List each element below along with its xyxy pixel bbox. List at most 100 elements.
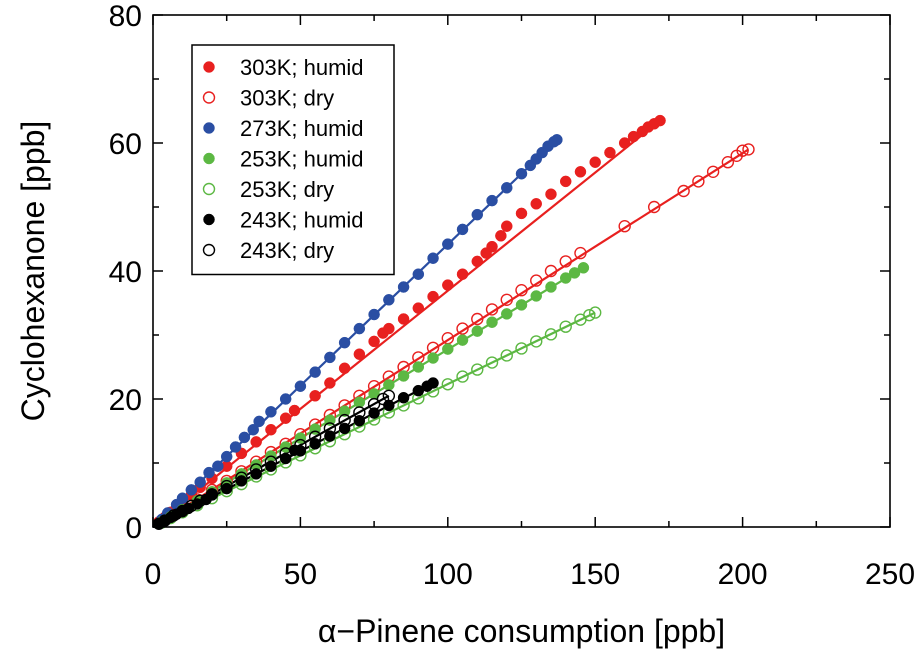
data-point [574,246,587,260]
data-point [515,299,528,311]
data-point [238,431,251,444]
legend-marker [202,91,216,104]
data-point [647,200,661,214]
data-point [530,274,543,287]
data-point [559,175,572,188]
data-point [353,322,366,335]
data-point [604,146,616,159]
data-point [412,268,425,280]
legend-label: 253K; dry [240,177,334,202]
legend: 303K; humid 303K; dry 273K; humid 253K; hum… [191,44,395,276]
data-point [515,167,528,180]
data-point [324,351,336,364]
data-point [495,230,507,242]
x-tick-label: 50 [284,558,317,591]
data-point [456,268,469,280]
data-point [235,475,248,487]
legend-label: 243K; dry [240,238,334,263]
data-point [442,279,454,291]
data-point [193,494,207,507]
data-point [338,362,351,375]
data-point [736,144,749,157]
data-point [471,325,484,337]
data-point [205,488,219,501]
data-point [397,391,410,404]
data-point [383,294,395,306]
data-point [427,252,439,264]
data-point [309,366,321,378]
x-tick-label: 250 [865,558,915,591]
data-point [383,322,395,335]
data-point [559,320,572,333]
data-point [654,114,666,127]
data-point [338,413,351,427]
data-point [338,336,351,349]
data-point [265,460,277,472]
data-point [368,335,380,348]
data-point [442,238,454,250]
data-point [545,281,557,293]
data-point [501,182,513,194]
data-point [368,308,380,321]
data-point [229,441,242,453]
legend-marker [202,243,216,257]
data-point [589,306,602,319]
data-point [544,328,558,341]
data-point [486,316,498,328]
data-point [471,312,484,326]
data-point [353,396,366,408]
data-point [323,422,337,435]
data-point [279,447,292,460]
data-point [721,155,735,169]
y-tick-label: 40 [109,256,142,289]
data-point [383,379,395,391]
data-point [485,356,499,369]
data-point [500,349,513,362]
data-point [427,377,439,389]
data-point [397,313,410,325]
data-point [265,406,277,418]
data-point [382,389,396,402]
y-tick-label: 60 [109,128,142,161]
data-point [471,255,484,268]
data-point [309,390,321,402]
data-point [742,143,755,156]
data-point [253,415,265,428]
data-point [706,165,720,179]
data-point [551,134,563,146]
data-point [486,194,498,207]
data-point [412,302,425,314]
data-point [515,342,528,355]
data-point [338,422,351,435]
legend-marker [203,122,215,134]
x-axis-label: α−Pinene consumption [ppb] [318,613,725,649]
data-point [577,262,590,274]
data-point [376,392,390,406]
data-point [485,303,499,316]
data-point [618,137,631,149]
data-point [338,405,351,417]
data-point [456,223,469,236]
data-point [203,466,215,479]
data-point [589,156,601,168]
data-point [368,407,380,419]
data-point [544,264,558,278]
data-point [353,415,366,427]
x-tick-label: 200 [718,558,768,591]
data-point [247,423,259,436]
data-point [397,281,410,293]
data-point [559,272,572,284]
data-point [471,363,484,376]
data-point [442,343,454,355]
data-point [530,335,543,348]
data-point [427,352,439,364]
data-point [530,290,542,302]
axis-ticks [152,14,891,528]
data-point [501,308,513,320]
data-point [294,438,307,452]
data-point [220,479,233,493]
data-point [265,423,277,436]
data-point [249,463,263,476]
data-point [627,130,640,143]
